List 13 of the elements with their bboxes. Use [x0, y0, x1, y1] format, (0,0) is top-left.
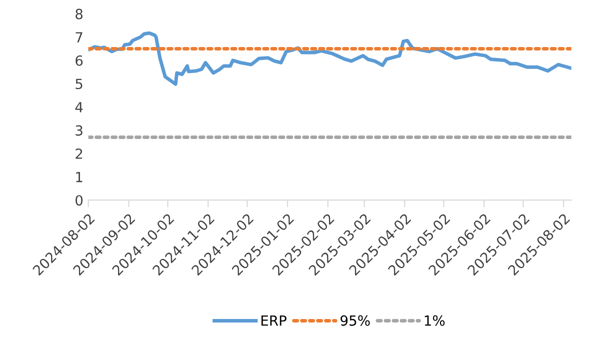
y-tick-label: 5: [76, 78, 82, 90]
y-tick-label: 1: [76, 172, 82, 182]
y-tick-label: 8: [76, 8, 83, 20]
y-tick-label: 2: [76, 148, 82, 159]
legend-label: ERP: [261, 315, 286, 326]
y-tick-label: 3: [76, 125, 82, 136]
y-tick-label: 4: [75, 102, 83, 112]
line-series: [88, 31, 572, 86]
legend-label: 1%: [424, 315, 445, 326]
legend-label: 95%: [340, 315, 370, 326]
y-tick-label: 7: [76, 32, 82, 42]
y-tick-label: 0: [76, 195, 83, 206]
y-tick-label: 6: [76, 55, 83, 66]
